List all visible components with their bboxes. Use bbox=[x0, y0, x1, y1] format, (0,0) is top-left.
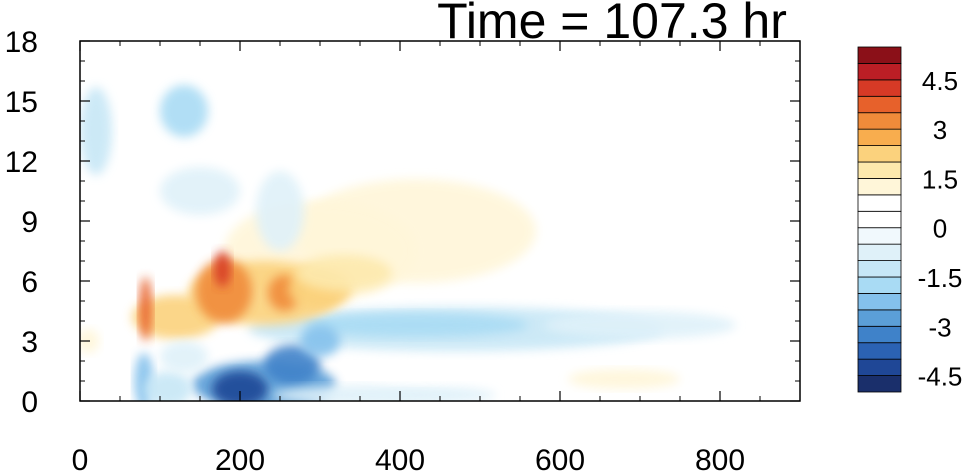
x-axis: 0 200 400 600 800 bbox=[72, 444, 745, 473]
colorbar-box bbox=[857, 95, 902, 114]
y-tick-label: 12 bbox=[5, 146, 38, 179]
field-feature bbox=[160, 167, 240, 215]
field-feature bbox=[300, 325, 340, 357]
y-tick-label: 15 bbox=[5, 86, 38, 119]
colorbar-box bbox=[857, 46, 902, 64]
field-feature bbox=[196, 259, 252, 323]
y-tick-label: 3 bbox=[21, 326, 38, 359]
colorbar-box bbox=[857, 342, 902, 360]
y-tick-label: 6 bbox=[21, 266, 38, 299]
colorbar-tick-label: -1.5 bbox=[918, 263, 963, 293]
field-feature bbox=[80, 87, 112, 175]
colorbar-box bbox=[857, 128, 902, 146]
colorbar-boxes bbox=[857, 46, 902, 393]
colorbar-box bbox=[857, 161, 902, 179]
colorbar-box bbox=[857, 63, 902, 81]
colorbar-box bbox=[857, 194, 902, 212]
colorbar-box bbox=[857, 309, 902, 327]
field-feature bbox=[256, 171, 304, 251]
colorbar-box bbox=[857, 260, 902, 278]
field-feature bbox=[214, 251, 231, 287]
field-feature bbox=[544, 211, 800, 331]
colorbar-tick-label: 4.5 bbox=[922, 66, 958, 96]
colorbar-tick-label: -3 bbox=[928, 312, 951, 342]
x-tick-label: 400 bbox=[375, 444, 425, 473]
axis-ticks bbox=[79, 40, 801, 402]
colorbar-tick-label: -4.5 bbox=[918, 362, 963, 392]
colorbar-box bbox=[857, 145, 902, 163]
plot-area bbox=[79, 40, 801, 402]
x-tick-label: 200 bbox=[215, 444, 265, 473]
y-tick-label: 18 bbox=[5, 26, 38, 59]
colorbar-box bbox=[857, 243, 902, 261]
colorbar-box bbox=[857, 293, 902, 311]
colorbar-tick-label: 0 bbox=[933, 214, 947, 244]
colorbar-box bbox=[857, 375, 902, 393]
x-tick-label: 0 bbox=[72, 444, 89, 473]
contour-field bbox=[80, 41, 800, 401]
field-feature bbox=[520, 61, 680, 181]
field-feature bbox=[264, 345, 320, 385]
field-feature bbox=[544, 311, 736, 339]
field-feature bbox=[144, 371, 192, 401]
colorbar-box bbox=[857, 325, 902, 344]
colorbar-box bbox=[857, 210, 902, 229]
colorbar: 4.5 3 1.5 0 -1.5 -3 -4.5 bbox=[857, 46, 963, 393]
field-feature bbox=[160, 341, 208, 373]
colorbar-tick-label: 1.5 bbox=[922, 164, 958, 194]
y-axis: 0 3 6 9 12 15 18 bbox=[5, 26, 38, 419]
field-feature bbox=[296, 255, 392, 291]
field-feature bbox=[304, 313, 528, 337]
x-tick-label: 800 bbox=[695, 444, 745, 473]
colorbar-tick-label: 3 bbox=[933, 115, 947, 145]
y-tick-label: 0 bbox=[21, 386, 38, 419]
colorbar-box bbox=[857, 276, 902, 294]
colorbar-box bbox=[857, 79, 902, 97]
y-tick-label: 9 bbox=[21, 206, 38, 239]
field-feature bbox=[368, 363, 464, 383]
field-feature bbox=[568, 369, 680, 389]
field-feature bbox=[272, 385, 496, 401]
field-feature bbox=[139, 277, 153, 341]
colorbar-box bbox=[857, 112, 902, 130]
colorbar-box bbox=[857, 227, 902, 245]
field-feature bbox=[160, 85, 208, 137]
x-tick-label: 600 bbox=[535, 444, 585, 473]
colorbar-box bbox=[857, 178, 902, 196]
field-feature bbox=[212, 371, 268, 401]
colorbar-box bbox=[857, 358, 902, 376]
colorbar-labels: 4.5 3 1.5 0 -1.5 -3 -4.5 bbox=[918, 66, 963, 392]
